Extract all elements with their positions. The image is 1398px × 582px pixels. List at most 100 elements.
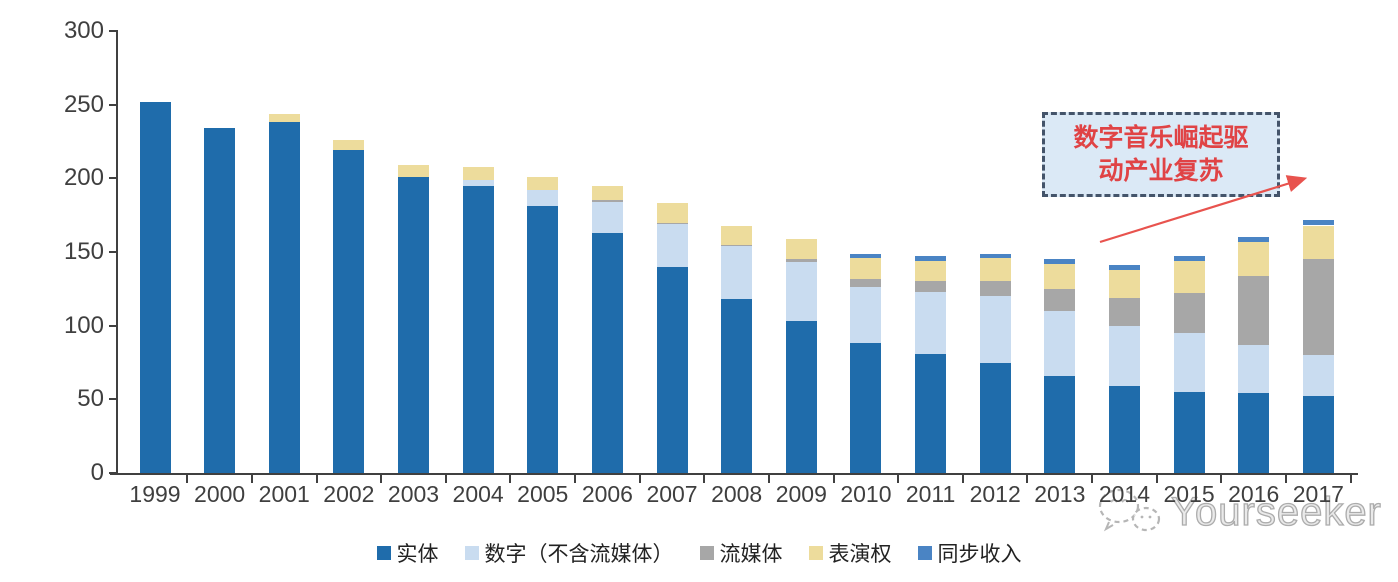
legend-item-streaming: 流媒体	[699, 538, 783, 568]
legend-swatch-streaming	[699, 546, 714, 560]
bar-segment-2001-physical	[268, 122, 300, 473]
bar-segment-2011-digital	[915, 291, 947, 354]
x-year-label-2004: 2004	[452, 481, 504, 507]
bar-segment-2005-performance	[527, 176, 559, 191]
bar-segment-2004-performance	[462, 166, 494, 180]
bar-segment-2002-performance	[333, 140, 365, 151]
x-year-label-2017: 2017	[1292, 481, 1344, 507]
x-tick	[250, 475, 253, 483]
bar-segment-2009-digital	[785, 262, 817, 322]
x-year-label-2010: 2010	[840, 481, 892, 507]
x-tick	[638, 475, 641, 483]
bar-segment-2003-physical	[398, 176, 430, 473]
bar-segment-2007-streaming	[656, 222, 688, 225]
bar-segment-2017-physical	[1302, 396, 1334, 473]
bar-segment-2010-streaming	[850, 278, 882, 288]
wechat-logo-icon	[1098, 488, 1161, 532]
legend-label-performance: 表演权	[828, 542, 892, 566]
x-tick	[380, 475, 383, 483]
bar-segment-2016-digital	[1238, 344, 1270, 394]
y-tick-150	[109, 251, 116, 253]
x-tick	[1285, 475, 1287, 483]
x-tick	[1026, 475, 1029, 483]
x-tick	[444, 475, 447, 483]
bar-segment-2015-performance	[1173, 260, 1205, 294]
bar-segment-2007-digital	[656, 224, 688, 267]
x-year-label-2011: 2011	[905, 481, 956, 507]
x-year-label-2002: 2002	[323, 481, 375, 507]
legend-swatch-sync	[917, 546, 932, 560]
bar-segment-2008-physical	[721, 299, 753, 473]
bar-segment-2009-physical	[785, 321, 817, 473]
legend-swatch-physical	[376, 546, 391, 560]
y-tick-250	[109, 103, 116, 106]
bar-segment-2014-sync	[1108, 265, 1140, 270]
bar-segment-2015-sync	[1173, 256, 1205, 261]
legend-label-physical: 实体	[396, 542, 439, 566]
bar-segment-2007-physical	[656, 266, 688, 473]
bar-segment-2013-digital	[1044, 310, 1076, 376]
bar-segment-2008-streaming	[721, 244, 753, 247]
y-tick-200	[109, 177, 116, 180]
bar-segment-2017-performance	[1302, 225, 1334, 260]
bar-segment-2006-performance	[591, 185, 623, 201]
bar-segment-2013-sync	[1044, 259, 1076, 264]
plot-area	[118, 31, 1358, 473]
x-axis-line	[110, 473, 1358, 475]
x-tick	[186, 475, 189, 483]
x-tick	[1091, 475, 1094, 483]
annotation-text-line2: 动产业复苏	[1098, 157, 1224, 185]
bar-segment-2009-performance	[785, 238, 817, 260]
bar-segment-2010-physical	[850, 343, 882, 473]
x-tick	[961, 475, 964, 483]
bar-segment-2011-sync	[915, 256, 947, 261]
legend-item-sync: 同步收入	[917, 538, 1022, 568]
bar-segment-2010-digital	[850, 287, 882, 344]
legend-label-sync: 同步收入	[937, 542, 1022, 566]
x-tick	[1220, 475, 1223, 483]
x-tick	[1349, 475, 1352, 483]
legend-item-performance: 表演权	[808, 538, 892, 568]
y-tick-0	[109, 472, 116, 474]
bar-segment-2013-physical	[1044, 375, 1076, 473]
bar-segment-2006-digital	[591, 201, 623, 233]
watermark-text: Yourseeker	[1170, 489, 1382, 534]
annotation-text-line1: 数字音乐崛起驱	[1073, 124, 1249, 152]
bar-segment-2000-physical	[204, 128, 236, 473]
x-year-label-2009: 2009	[775, 481, 827, 507]
x-tick	[703, 475, 706, 483]
bar-segment-2006-physical	[591, 232, 623, 473]
bar-segment-2005-digital	[527, 190, 559, 207]
x-tick	[767, 475, 770, 483]
x-tick	[315, 475, 318, 483]
bar-segment-2014-digital	[1108, 325, 1140, 387]
bar-segment-2017-streaming	[1302, 259, 1334, 356]
y-tick-label-250: 250	[63, 90, 104, 118]
bar-segment-1999-physical	[139, 101, 171, 473]
x-year-label-2000: 2000	[194, 481, 246, 507]
bar-segment-2009-streaming	[785, 259, 817, 263]
bar-segment-2016-physical	[1238, 393, 1270, 473]
legend-item-physical: 实体	[376, 538, 439, 568]
x-tick	[1155, 475, 1158, 483]
x-year-label-2003: 2003	[387, 481, 440, 507]
x-year-label-2008: 2008	[711, 481, 763, 507]
y-tick-label-0: 0	[90, 459, 104, 486]
bar-segment-2016-streaming	[1238, 275, 1270, 345]
bar-segment-2012-digital	[979, 296, 1011, 363]
bar-segment-2015-physical	[1173, 391, 1205, 473]
legend-label-digital: 数字（不含流媒体）	[484, 542, 674, 566]
y-tick-300	[109, 30, 116, 32]
bar-segment-2013-performance	[1044, 263, 1076, 289]
bar-segment-2016-performance	[1238, 241, 1270, 276]
x-year-label-2013: 2013	[1034, 481, 1086, 507]
bar-segment-2004-physical	[462, 185, 494, 473]
x-year-label-2001: 2001	[258, 481, 310, 507]
legend-label-streaming: 流媒体	[719, 542, 783, 566]
legend-item-digital: 数字（不含流媒体）	[464, 538, 674, 568]
y-tick-100	[109, 324, 116, 327]
x-year-label-2012: 2012	[969, 481, 1021, 507]
bar-segment-2011-streaming	[915, 281, 947, 292]
bar-segment-2012-physical	[979, 362, 1011, 473]
